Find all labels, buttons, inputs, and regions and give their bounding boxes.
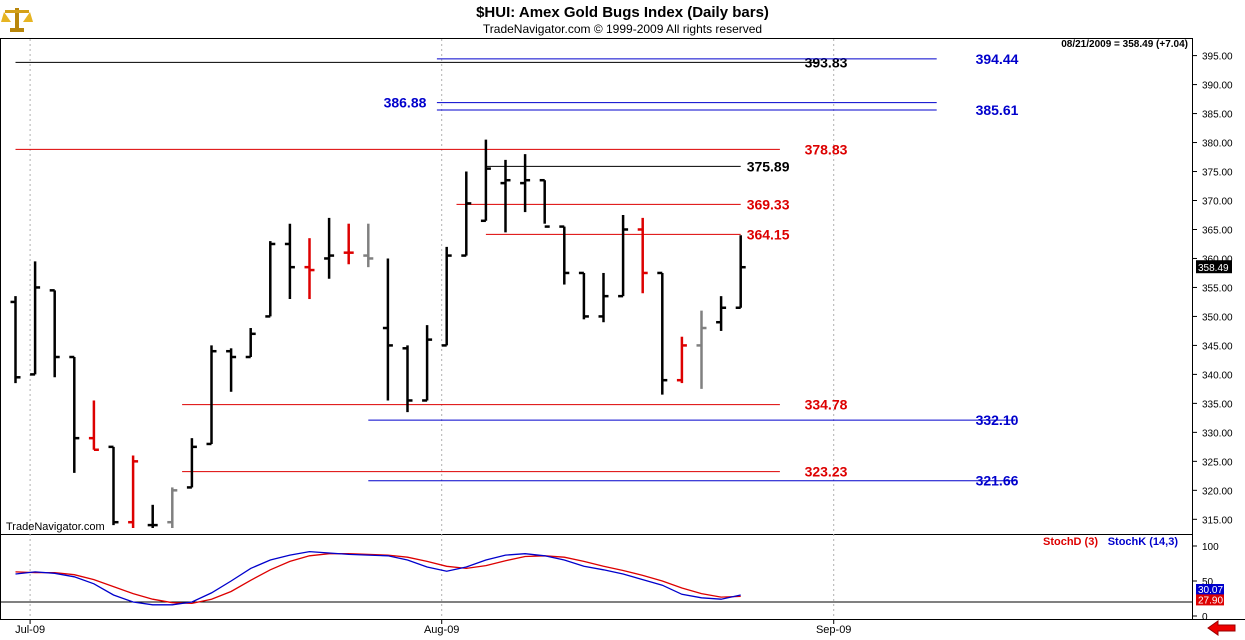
ohlc-bar: [598, 272, 609, 323]
ohlc-bar: [657, 271, 668, 395]
price-tick-label: 365.00: [1202, 225, 1233, 236]
ohlc-bar: [304, 238, 315, 300]
ohlc-bar: [363, 223, 374, 268]
price-tick-label: 350.00: [1202, 312, 1233, 323]
ohlc-bar: [578, 271, 589, 320]
ohlc-bar: [10, 296, 21, 384]
price-tick-label: 385.00: [1202, 110, 1233, 121]
stoch-series-line: [15, 550, 741, 606]
price-tick-label: 360.00: [1202, 254, 1233, 265]
price-tick-label: 320.00: [1202, 486, 1233, 497]
ohlc-bar: [716, 296, 727, 331]
level-label: 386.88: [384, 95, 427, 111]
ohlc-bar: [284, 223, 295, 300]
ohlc-bar: [696, 310, 707, 389]
watermark-text: TradeNavigator.com: [6, 521, 105, 533]
price-tick-label: 330.00: [1202, 428, 1233, 439]
price-tick-label: 375.00: [1202, 168, 1233, 179]
ohlc-bar: [88, 400, 99, 451]
ohlc-bar: [441, 246, 452, 347]
price-tick-label: 370.00: [1202, 197, 1233, 208]
date-label: Jul-09: [15, 624, 45, 636]
ohlc-bar: [69, 355, 80, 473]
date-label: Aug-09: [424, 624, 459, 636]
ohlc-bar: [500, 159, 511, 233]
level-label: 323.23: [805, 464, 848, 480]
price-tick-label: 395.00: [1202, 52, 1233, 63]
legend-stochk: StochK (14,3): [1108, 536, 1179, 548]
price-tick-label: 315.00: [1202, 515, 1233, 526]
price-axis: 395.00 390.00 385.00 380.00 375.00 370.00 365.…: [1192, 52, 1233, 526]
ohlc-bar: [343, 223, 354, 265]
last-k-box: [1196, 584, 1224, 595]
date-axis: Jul-09 Aug-09 Sep-09: [15, 619, 851, 636]
level-label: 393.83: [805, 54, 848, 70]
level-label: 369.33: [747, 196, 790, 212]
ohlc-bar: [520, 154, 531, 213]
ohlc-bar: [422, 325, 433, 402]
ohlc-bar: [167, 487, 178, 528]
ohlc-bar: [735, 235, 746, 309]
ohlc-bar: [49, 289, 60, 378]
last-price-box: [1196, 260, 1232, 274]
gold-scale-logo-icon: [1, 8, 33, 32]
ohlc-bar: [402, 345, 413, 413]
ohlc-bar: [265, 241, 276, 318]
ohlc-bar: [382, 258, 393, 401]
legend-stochd: StochD (3): [1043, 536, 1098, 548]
last-price-label: 358.49: [1198, 263, 1229, 274]
stoch-series-line: [15, 553, 741, 605]
ohlc-bar: [128, 455, 139, 528]
ohlc-bar: [676, 336, 687, 384]
stochastic-lines: [0, 550, 1192, 606]
price-tick-label: 390.00: [1202, 81, 1233, 92]
stoch-tick-label: 100: [1202, 542, 1219, 553]
level-label: 385.61: [976, 102, 1019, 118]
level-label: 375.89: [747, 158, 790, 174]
ohlc-bar: [245, 328, 256, 359]
chart-subtitle: TradeNavigator.com © 1999-2009 All right…: [482, 22, 763, 36]
last-value-note: 08/21/2009 = 358.49 (+7.04): [1061, 39, 1188, 50]
ohlc-bar: [186, 438, 197, 489]
ohlc-bar: [324, 217, 335, 279]
ohlc-bar: [618, 214, 629, 298]
stoch-tick-label: 0: [1202, 612, 1208, 623]
level-label: 332.10: [976, 412, 1019, 428]
level-label: 334.78: [805, 397, 848, 413]
last-k-label: 30.07: [1198, 585, 1223, 596]
price-tick-label: 340.00: [1202, 370, 1233, 381]
ohlc-bar: [637, 217, 648, 294]
level-label: 321.66: [976, 473, 1019, 489]
red-left-arrow-icon[interactable]: [1207, 620, 1237, 636]
ohlc-bar: [559, 225, 570, 285]
ohlc-bar: [147, 504, 158, 528]
level-label: 364.15: [747, 226, 790, 242]
level-label: 378.83: [805, 141, 848, 157]
price-tick-label: 325.00: [1202, 457, 1233, 468]
date-label: Sep-09: [816, 624, 851, 636]
ohlc-bar: [206, 345, 217, 446]
price-tick-label: 335.00: [1202, 399, 1233, 410]
ohlc-bar: [108, 445, 119, 526]
level-label: 394.44: [976, 51, 1019, 67]
price-tick-label: 380.00: [1202, 139, 1233, 150]
last-d-box: [1196, 594, 1224, 606]
support-resistance-levels: 393.83 394.44 386.88 385.61 378.83 375.89 369.…: [15, 51, 1019, 489]
ohlc-bar: [480, 139, 491, 223]
ohlc-bar: [30, 261, 41, 376]
date-gridlines: [29, 39, 835, 619]
price-tick-label: 355.00: [1202, 283, 1233, 294]
chart-title: $HUI: Amex Gold Bugs Index (Daily bars): [476, 4, 769, 21]
ohlc-bar: [539, 178, 550, 228]
price-tick-label: 345.00: [1202, 341, 1233, 352]
ohlc-bars: [10, 139, 746, 528]
ohlc-bar: [461, 171, 472, 257]
stochastic-panel-frame: [0, 534, 1193, 620]
stoch-tick-label: 50: [1202, 577, 1214, 588]
last-d-label: 27.90: [1198, 595, 1223, 606]
ohlc-bar: [226, 348, 237, 392]
